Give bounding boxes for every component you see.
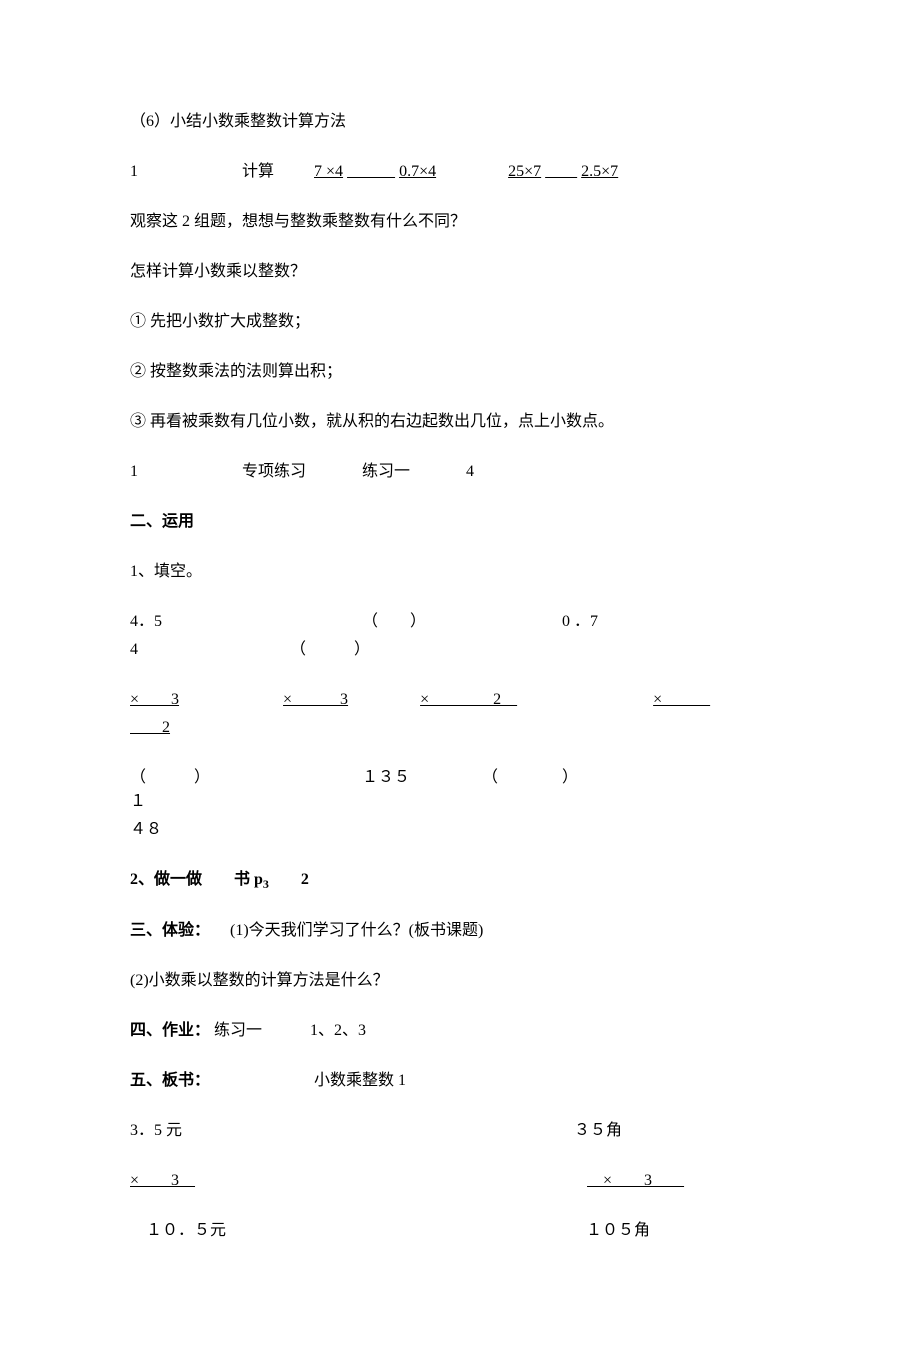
banshu-mul: × 3 × 3	[130, 1169, 790, 1193]
heading-yunyong: 二、运用	[130, 510, 790, 534]
bs-right-res: １０５角	[586, 1222, 650, 1239]
heading-banshu: 五、板书：	[130, 1072, 210, 1089]
tiyan-l1: (1)今天我们学习了什么？(板书课题)	[214, 922, 483, 939]
fill-row-mul: × 3 × 3 × 2 ×	[130, 688, 790, 712]
q2-row: 2、做一做 书 p3 2	[130, 868, 790, 893]
fill-row-b: 4 （ ）	[130, 638, 790, 662]
q1-label: 1、填空。	[130, 560, 790, 584]
res-2: １３５	[362, 769, 410, 786]
bs-left-top: 3．5 元	[130, 1122, 182, 1139]
calc-d: 2.5×7	[581, 163, 618, 180]
bs-left-mul: × 3	[130, 1172, 195, 1189]
tiyan-l2: (2)小数乘以整数的计算方法是什么？	[130, 969, 790, 993]
res-4b: ４８	[130, 821, 162, 838]
q2-label: 2、做一做 书 p	[130, 871, 263, 888]
banshu-row: 五、板书： 小数乘整数 1	[130, 1069, 790, 1093]
calc-label: 计算	[242, 163, 274, 180]
mul-2: × 3	[283, 691, 348, 708]
banshu-res: １０．５元 １０５角	[130, 1219, 790, 1243]
fill-row-res-wrap: ４８	[130, 818, 790, 842]
howto-text: 怎样计算小数乘以整数？	[130, 260, 790, 284]
step-2: ② 按整数乘法的法则算出积；	[130, 360, 790, 384]
heading-zuoye: 四、作业：	[130, 1022, 210, 1039]
fill-row-mul-wrap: 2	[130, 716, 790, 740]
fill-a-v1: 4．5	[130, 613, 162, 630]
fill-b-paren: （ ）	[290, 641, 370, 658]
fill-a-v2: 0 ．7	[562, 613, 598, 630]
calc-gap-cd	[545, 163, 577, 180]
observe-text: 观察这 2 组题，想想与整数乘整数有什么不同？	[130, 210, 790, 234]
fill-row-res: （ ） １３５ （ ） １	[130, 766, 790, 814]
zuoye-body: 练习一 1、2、3	[214, 1022, 366, 1039]
banshu-top: 3．5 元 ３５角	[130, 1119, 790, 1143]
practice-label: 专项练习	[242, 463, 306, 480]
calc-gap-ab	[347, 163, 395, 180]
calc-c: 25×7	[508, 163, 541, 180]
fill-b-v1: 4	[130, 641, 138, 658]
practice-ref: 练习一	[362, 463, 410, 480]
mul-4b: 2	[130, 719, 170, 736]
mul-4: ×	[653, 691, 710, 708]
banshu-title: 小数乘整数 1	[314, 1072, 406, 1089]
mul-3: × 2	[420, 691, 517, 708]
bs-right-top: ３５角	[574, 1122, 622, 1139]
tiyan-l1-row: 三、体验： (1)今天我们学习了什么？(板书课题)	[130, 919, 790, 943]
step-1: ① 先把小数扩大成整数；	[130, 310, 790, 334]
res-3: （ ）	[482, 769, 578, 786]
res-1: （ ）	[130, 769, 210, 786]
document-page: （6）小结小数乘整数计算方法 1 计算 7 ×4 0.7×4 25×7 2.5×…	[0, 0, 920, 1369]
practice-row: 1 专项练习 练习一 4	[130, 460, 790, 484]
practice-idx: 4	[466, 463, 474, 480]
fill-a-paren: （ ）	[362, 613, 426, 630]
q2-tail: 2	[269, 871, 309, 888]
calc-index: 1	[130, 163, 138, 180]
bs-left-res: １０．５元	[130, 1222, 226, 1239]
section-6-title: （6）小结小数乘整数计算方法	[130, 110, 790, 134]
heading-tiyan: 三、体验：	[130, 922, 210, 939]
fill-row-a: 4．5 （ ） 0 ．7	[130, 610, 790, 634]
calc-row: 1 计算 7 ×4 0.7×4 25×7 2.5×7	[130, 160, 790, 184]
practice-index: 1	[130, 463, 138, 480]
mul-1: × 3	[130, 691, 179, 708]
zuoye-row: 四、作业： 练习一 1、2、3	[130, 1019, 790, 1043]
step-3: ③ 再看被乘数有几位小数，就从积的右边起数出几位，点上小数点。	[130, 410, 790, 434]
calc-b: 0.7×4	[399, 163, 436, 180]
res-4a: １	[130, 793, 146, 810]
calc-a: 7 ×4	[314, 163, 343, 180]
bs-right-mul: × 3	[587, 1172, 684, 1189]
